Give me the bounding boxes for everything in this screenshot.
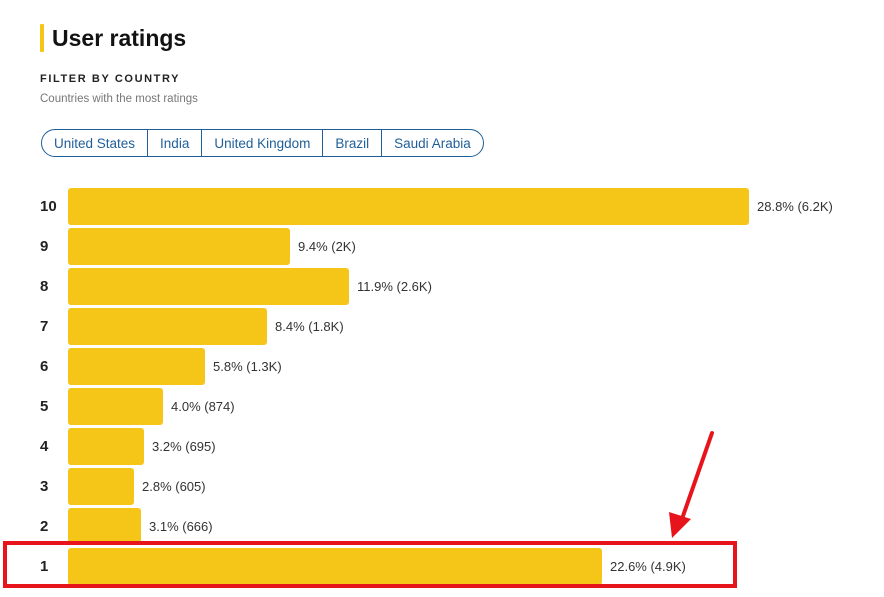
- rating-bar-5[interactable]: [68, 388, 163, 425]
- filter-subheading: Countries with the most ratings: [40, 93, 198, 105]
- country-chip-saudi-arabia[interactable]: Saudi Arabia: [394, 135, 471, 151]
- rating-value-3: 2.8% (605): [142, 478, 206, 494]
- rating-label-2: 2: [40, 517, 49, 535]
- rating-bar-7[interactable]: [68, 308, 267, 345]
- rating-value-7: 8.4% (1.8K): [275, 318, 344, 334]
- rating-label-6: 6: [40, 357, 49, 375]
- rating-bar-10[interactable]: [68, 188, 749, 225]
- country-chip-united-states[interactable]: United States: [42, 130, 149, 156]
- rating-bar-3[interactable]: [68, 468, 134, 505]
- rating-label-8: 8: [40, 277, 49, 295]
- country-chip-united-kingdom[interactable]: United Kingdom: [202, 130, 324, 156]
- country-chip-india[interactable]: India: [148, 130, 203, 156]
- rating-value-6: 5.8% (1.3K): [213, 358, 282, 374]
- rating-bar-8[interactable]: [68, 268, 349, 305]
- rating-label-5: 5: [40, 397, 49, 415]
- rating-bar-1[interactable]: [68, 548, 602, 585]
- rating-label-3: 3: [40, 477, 49, 495]
- rating-value-8: 11.9% (2.6K): [357, 278, 432, 294]
- rating-value-2: 3.1% (666): [149, 518, 213, 534]
- rating-bar-2[interactable]: [68, 508, 141, 545]
- page-title: User ratings: [52, 25, 187, 51]
- rating-bar-9[interactable]: [68, 228, 290, 265]
- filter-heading: FILTER BY COUNTRY: [40, 73, 181, 85]
- rating-label-7: 7: [40, 317, 49, 335]
- title-accent-bar: [40, 24, 44, 52]
- rating-label-10: 10: [40, 197, 57, 215]
- rating-bar-6[interactable]: [68, 348, 205, 385]
- rating-label-4: 4: [40, 437, 49, 455]
- rating-label-1: 1: [40, 557, 49, 575]
- rating-value-9: 9.4% (2K): [298, 238, 356, 254]
- rating-value-10: 28.8% (6.2K): [757, 198, 833, 214]
- rating-bar-4[interactable]: [68, 428, 144, 465]
- country-filter-group: United States India United Kingdom Brazi…: [41, 129, 484, 157]
- rating-value-5: 4.0% (874): [171, 398, 235, 414]
- country-chip-brazil[interactable]: Brazil: [323, 130, 383, 156]
- rating-label-9: 9: [40, 237, 49, 255]
- rating-value-4: 3.2% (695): [152, 438, 216, 454]
- rating-value-1: 22.6% (4.9K): [610, 558, 686, 574]
